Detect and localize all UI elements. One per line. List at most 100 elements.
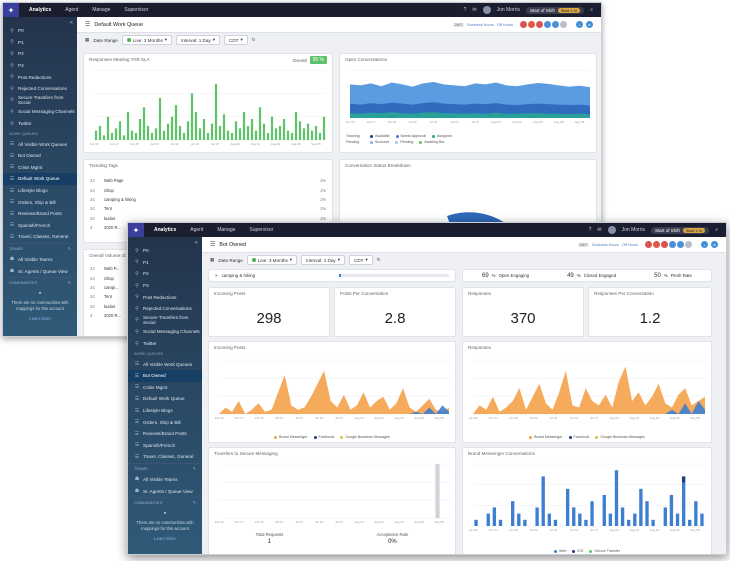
sidebar-team-sr-agents[interactable]: ☗ Sr. Agents / Queue View: [3, 265, 77, 277]
close-icon[interactable]: ×: [215, 273, 218, 278]
nav-supervisor[interactable]: Supervisor: [249, 226, 274, 233]
add-icon[interactable]: +: [701, 241, 708, 248]
legend-item[interactable]: Assigned: [431, 134, 452, 140]
list-item[interactable]: 24 Shop 1%: [84, 185, 332, 194]
notifications-icon[interactable]: ✉: [472, 7, 477, 13]
nav-manage[interactable]: Manage: [92, 6, 111, 13]
avatar[interactable]: [482, 6, 491, 14]
list-item[interactable]: 24 Tent 1%: [84, 204, 332, 213]
collapse-sidebar-icon[interactable]: «: [69, 20, 73, 26]
agent-avatar[interactable]: [544, 21, 551, 28]
legend-item[interactable]: Web: [554, 549, 566, 553]
collapse-sidebar-icon[interactable]: «: [194, 240, 198, 246]
date-range-select[interactable]: Live: 3 Months ▾: [121, 35, 173, 45]
legend-item[interactable]: Facebook: [313, 435, 334, 439]
sidebar-queue-reviews[interactable]: ☰ Reviews/Brand Posts: [128, 428, 202, 440]
nav-agent[interactable]: Agent: [190, 226, 204, 233]
list-item[interactable]: 24 campi...: [84, 283, 332, 292]
sidebar-queue-bot-owned[interactable]: ☰ Bot Owned: [128, 369, 202, 382]
sidebar-item-post-redactions[interactable]: ⚲ Post Redactions: [3, 71, 77, 83]
hours-badge[interactable]: 24/7: [577, 242, 590, 247]
sidebar-item-secure-transfers[interactable]: ⚲ Secure Transfers from Social: [128, 315, 202, 327]
sidebar-queue-crisis[interactable]: ☰ Crisis Mgmt: [3, 162, 77, 174]
off-hours-link[interactable]: Off Hours: [496, 22, 513, 27]
list-item[interactable]: 24 kudos: [84, 302, 332, 311]
shift-status-button[interactable]: Start of Shift Start 1 hr: [650, 226, 710, 234]
sidebar-item-p2[interactable]: ⚲ P2: [128, 268, 202, 280]
sidebar-queue-orders[interactable]: ☰ Orders, Ship & Bill: [128, 416, 202, 428]
help-icon[interactable]: ?: [463, 7, 467, 13]
sidebar-queue-lifestyle[interactable]: ☰ Lifestyle Blogs: [3, 185, 77, 197]
legend-item[interactable]: Needs Approval: [395, 134, 426, 140]
interval-select[interactable]: Interval: 1 Day ▾: [301, 255, 346, 265]
sidebar-queue-spanish[interactable]: ☰ Spanish/French: [128, 440, 202, 452]
help-icon[interactable]: ?: [588, 227, 592, 233]
sidebar-queue-bot-owned[interactable]: ☰ Bot Owned: [3, 150, 77, 162]
sidebar-queue-default[interactable]: ☰ Default Work Queue: [3, 173, 77, 185]
legend-item[interactable]: Awaiting Bot: [419, 140, 444, 146]
sidebar-item-social-messaging[interactable]: ⚲ Social Messaging Channels: [3, 106, 77, 118]
off-hours-link[interactable]: Off Hours: [621, 242, 638, 247]
edit-communities-icon[interactable]: ✎: [192, 500, 196, 506]
sidebar-team-all[interactable]: ☗ All Visible Teams: [128, 474, 202, 486]
refresh-icon[interactable]: ↻: [376, 257, 381, 262]
avatar[interactable]: [607, 226, 616, 234]
edit-teams-icon[interactable]: ✎: [192, 466, 196, 472]
list-item[interactable]: 24 Tent: [84, 292, 332, 301]
edit-teams-icon[interactable]: ✎: [67, 246, 71, 252]
nav-manage[interactable]: Manage: [217, 226, 236, 233]
nav-supervisor[interactable]: Supervisor: [124, 6, 149, 13]
sidebar-queue-all[interactable]: ☰ All Visible Work Queues: [128, 358, 202, 370]
search-icon[interactable]: ⌕: [715, 227, 718, 233]
sidebar-team-all[interactable]: ☗ All Visible Teams: [3, 254, 77, 266]
user-name[interactable]: Jon Morris: [496, 7, 520, 13]
sidebar-queue-crisis[interactable]: ☰ Crisis Mgmt: [128, 382, 202, 394]
agent-avatar[interactable]: [653, 241, 660, 248]
agent-avatar[interactable]: [669, 241, 676, 248]
sidebar-queue-travel[interactable]: ☰ Travel, Classes, General: [128, 451, 202, 463]
communities-learn-more-link[interactable]: Learn More: [29, 315, 51, 321]
sidebar-item-rejected[interactable]: ⚲ Rejected Conversations: [128, 303, 202, 315]
sidebar-item-twitter[interactable]: ⚲ Twitter: [128, 338, 202, 350]
nav-analytics[interactable]: Analytics: [152, 223, 179, 238]
sidebar-queue-default[interactable]: ☰ Default Work Queue: [128, 393, 202, 405]
list-item[interactable]: 24 camping & hiking 1%: [84, 195, 332, 204]
list-item[interactable]: 24 Web Page 1%: [84, 176, 332, 185]
business-hours-link[interactable]: Business Hours: [467, 22, 494, 27]
agent-avatar[interactable]: [536, 21, 543, 28]
sidebar-queue-lifestyle[interactable]: ☰ Lifestyle Blogs: [128, 405, 202, 417]
sidebar-queue-reviews[interactable]: ☰ Reviews/Brand Posts: [3, 208, 77, 220]
list-item[interactable]: 4 2020 R...: [84, 223, 332, 232]
search-icon[interactable]: ⌕: [590, 7, 593, 13]
add-icon[interactable]: +: [576, 21, 583, 28]
sidebar-item-p1[interactable]: ⚲ P1: [128, 257, 202, 269]
legend-item[interactable]: Google Business Messages: [595, 435, 645, 439]
sidebar-queue-orders[interactable]: ☰ Orders, Ship & Bill: [3, 196, 77, 208]
list-item[interactable]: 24 Shop: [84, 273, 332, 282]
sidebar-queue-all[interactable]: ☰ All Visible Work Queues: [3, 138, 77, 150]
app-logo-icon[interactable]: ✦: [128, 223, 144, 237]
legend-item[interactable]: Facebook: [568, 435, 589, 439]
list-item[interactable]: 24 kudos 1%: [84, 214, 332, 223]
legend-item[interactable]: Available: [370, 134, 390, 140]
sidebar-item-p0[interactable]: ⚲ P0: [3, 25, 77, 37]
agent-avatar[interactable]: [552, 21, 559, 28]
timezone-select[interactable]: CDT ▾: [349, 255, 373, 265]
date-range-select[interactable]: Live: 3 Months ▾: [246, 255, 298, 265]
shift-status-button[interactable]: Start of Shift Start 1 hr: [525, 6, 585, 14]
agent-avatar[interactable]: [645, 241, 652, 248]
agent-avatar[interactable]: [685, 241, 692, 248]
hours-badge[interactable]: 24/7: [452, 22, 465, 27]
business-hours-link[interactable]: Business Hours: [592, 242, 619, 247]
agent-avatar[interactable]: [560, 21, 567, 28]
communities-learn-more-link[interactable]: Learn More: [154, 535, 176, 541]
sidebar-queue-travel[interactable]: ☰ Travel, Classes, General: [3, 231, 77, 243]
timezone-select[interactable]: CDT ▾: [224, 35, 248, 45]
notifications-icon[interactable]: ✉: [597, 227, 602, 233]
refresh-icon[interactable]: ↻: [251, 37, 256, 42]
edit-communities-icon[interactable]: ✎: [67, 280, 71, 286]
legend-item[interactable]: Brand Messenger: [274, 435, 308, 439]
nav-agent[interactable]: Agent: [65, 6, 79, 13]
sidebar-item-secure-transfers[interactable]: ⚲ Secure Transfers from Social: [3, 95, 77, 107]
sidebar-item-p3[interactable]: ⚲ P3: [128, 280, 202, 292]
